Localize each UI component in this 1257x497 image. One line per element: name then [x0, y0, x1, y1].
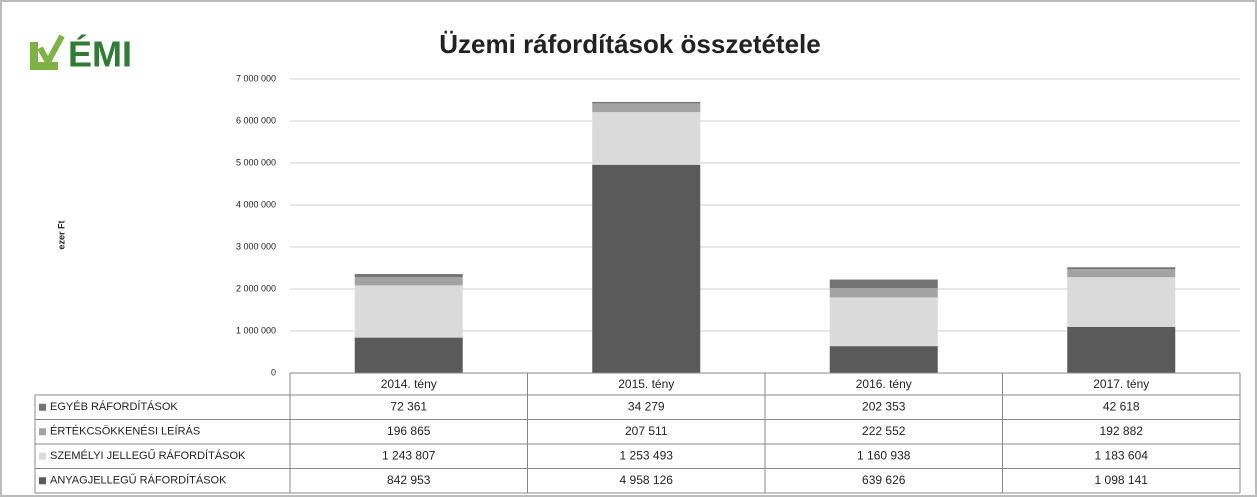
legend-swatch	[39, 452, 46, 460]
legend-swatch	[39, 428, 46, 436]
x-tick-label: 2014. tény	[381, 377, 437, 391]
logo-check	[37, 34, 65, 69]
data-label: 1 253 493	[620, 448, 674, 462]
logo: ÉMI	[68, 34, 132, 75]
bar-segment	[829, 279, 938, 289]
bar-segment	[354, 274, 463, 278]
x-tick-label: 2017. tény	[1093, 377, 1149, 391]
bar-segment	[829, 346, 938, 373]
bar-segment	[1067, 277, 1176, 327]
x-tick-label: 2015. tény	[618, 377, 674, 391]
legend-label: ANYAGJELLEGŰ RÁFORDÍTÁSOK	[50, 473, 227, 487]
bar-segment	[1067, 267, 1176, 270]
legend-label: ÉRTÉKCSÖKKENÉSI LEÍRÁS	[50, 425, 200, 438]
data-label: 202 353	[862, 399, 906, 413]
data-label: 1 243 807	[382, 448, 436, 462]
legend-swatch	[39, 477, 46, 485]
bar-segment	[592, 112, 701, 165]
y-tick-label: 2 000 000	[236, 283, 276, 293]
data-label: 639 626	[862, 473, 906, 487]
legend-label: SZEMÉLYI JELLEGŰ RÁFORDÍTÁSOK	[50, 448, 246, 462]
bar-segment	[592, 103, 701, 113]
data-label: 72 361	[390, 399, 427, 413]
y-tick-label: 3 000 000	[236, 241, 276, 251]
bar-segment	[829, 297, 938, 347]
data-label: 4 958 126	[620, 473, 674, 487]
data-label: 1 160 938	[857, 448, 911, 462]
bar-segment	[354, 337, 463, 373]
y-tick-label: 7 000 000	[236, 73, 276, 83]
y-tick-label: 4 000 000	[236, 199, 276, 209]
bar-segment	[829, 288, 938, 298]
data-label: 196 865	[387, 424, 431, 438]
bar-segment	[354, 285, 463, 338]
y-tick-label: 0	[271, 367, 276, 377]
bar-segment	[1067, 269, 1176, 278]
bar-segment	[354, 277, 463, 286]
data-label: 34 279	[628, 399, 665, 413]
y-tick-label: 1 000 000	[236, 325, 276, 335]
data-label: 1 183 604	[1095, 448, 1149, 462]
bar-segment	[592, 164, 701, 373]
logo-mark	[30, 42, 58, 70]
legend-label: EGYÉB RÁFORDÍTÁSOK	[50, 400, 178, 413]
x-tick-label: 2016. tény	[856, 377, 912, 391]
bar-segment	[1067, 326, 1176, 373]
legend-swatch	[39, 403, 46, 411]
data-label: 1 098 141	[1095, 473, 1149, 487]
data-label: 42 618	[1103, 399, 1140, 413]
y-tick-label: 5 000 000	[236, 157, 276, 167]
y-axis-label: ezer Ft	[56, 220, 66, 249]
data-label: 842 953	[387, 473, 431, 487]
data-label: 222 552	[862, 424, 906, 438]
data-label: 207 511	[625, 424, 668, 438]
chart-title: Üzemi ráfordítások összetétele	[439, 29, 820, 59]
y-tick-label: 6 000 000	[236, 115, 276, 125]
bar-segment	[592, 101, 701, 104]
data-label: 192 882	[1100, 424, 1144, 438]
